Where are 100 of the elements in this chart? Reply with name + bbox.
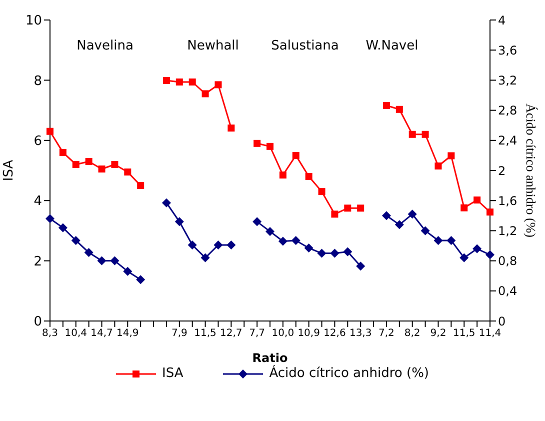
x-tick-label: 10,9 (298, 328, 320, 340)
x-tick-label: 12,7 (220, 328, 242, 340)
point (254, 140, 261, 147)
point (110, 256, 120, 266)
point (98, 165, 106, 172)
point (472, 244, 482, 254)
legend-label: Ácido cítrico anhidro (%) (269, 366, 429, 381)
point (317, 248, 326, 258)
point (46, 128, 54, 135)
x-tick-label: 11,5 (452, 328, 476, 340)
point (382, 211, 391, 220)
annotation: Salustiana (271, 38, 339, 54)
y-tick-label: 10 (25, 14, 42, 29)
point (71, 236, 80, 245)
y-tick-label: 8 (34, 74, 42, 89)
x-tick-label: 13,3 (349, 328, 372, 340)
x-tick-label: 10,0 (272, 328, 294, 340)
point (72, 160, 80, 168)
point (202, 90, 209, 98)
point (434, 162, 442, 170)
point (188, 240, 197, 250)
point (344, 204, 352, 212)
point (85, 158, 92, 165)
x-tick-label: 9,2 (430, 328, 446, 340)
point (330, 248, 340, 258)
point (279, 172, 286, 179)
point (214, 240, 223, 250)
point (174, 217, 184, 226)
point (486, 208, 494, 216)
point (460, 204, 468, 212)
x-tick-label: 14,9 (116, 328, 139, 340)
y2-tick-label: 3,6 (498, 43, 518, 58)
point (46, 214, 54, 224)
point (420, 226, 430, 236)
point (292, 152, 300, 159)
y2-tick-label: 0 (498, 314, 506, 328)
x-tick-label: 8,2 (404, 328, 420, 340)
x-tick-label: 7,9 (171, 328, 188, 340)
y-tick-label: 6 (34, 134, 42, 150)
point (137, 182, 144, 190)
point (266, 142, 274, 150)
point (188, 78, 196, 86)
x-tick-label: 8,3 (42, 328, 58, 340)
y-tick-label: 2 (34, 254, 42, 270)
point (162, 198, 171, 208)
point (343, 247, 352, 256)
point (408, 210, 417, 219)
point (228, 124, 235, 132)
y2-tick-label: 2,4 (498, 134, 518, 148)
y2-axis-title: Ácido cítrico anhidro (%) (523, 104, 538, 238)
point (111, 160, 118, 168)
point (318, 188, 326, 196)
point (291, 236, 300, 245)
x-tick-label: 11,5 (194, 328, 216, 340)
point (226, 240, 236, 250)
y2-tick-label: 2,8 (498, 104, 518, 118)
x-tick-label: 14,7 (90, 328, 113, 340)
annotation: Navelina (76, 38, 134, 54)
point (356, 262, 366, 271)
point (124, 168, 132, 176)
point (448, 152, 455, 160)
point (434, 236, 443, 245)
x-tick-label: 7,7 (249, 328, 266, 340)
point (396, 106, 403, 113)
y2-tick-label: 1,2 (498, 224, 518, 238)
point (357, 204, 364, 212)
x-axis-title: Ratio (252, 351, 288, 365)
y2-tick-label: 1,6 (498, 194, 518, 208)
point (162, 77, 170, 84)
point (84, 248, 94, 258)
point (474, 196, 481, 204)
y2-tick-label: 2 (498, 164, 506, 178)
point (136, 275, 146, 284)
point (200, 253, 210, 262)
y-tick-label: 4 (34, 194, 42, 210)
point (252, 217, 262, 226)
point (446, 236, 456, 245)
point (304, 244, 314, 253)
point (123, 266, 132, 276)
point (305, 173, 312, 180)
point (460, 253, 469, 262)
annotation: W.Navel (366, 38, 418, 54)
annotation: Newhall (187, 38, 239, 54)
point (97, 256, 106, 266)
point (422, 130, 429, 138)
point (59, 148, 66, 156)
y2-tick-label: 0,8 (498, 254, 518, 268)
y2-tick-label: 4 (498, 13, 506, 28)
point (278, 236, 288, 246)
y-axis-title: ISA (2, 160, 17, 182)
x-tick-label: 10,4 (64, 328, 88, 340)
point (382, 102, 390, 109)
point (408, 130, 416, 138)
point (176, 78, 183, 86)
point (266, 226, 274, 236)
point (214, 81, 222, 88)
y2-tick-label: 3,2 (498, 73, 518, 88)
x-tick-label: 11,4 (478, 328, 502, 340)
y-tick-label: 0 (34, 314, 42, 330)
x-tick-label: 7,2 (378, 328, 394, 340)
